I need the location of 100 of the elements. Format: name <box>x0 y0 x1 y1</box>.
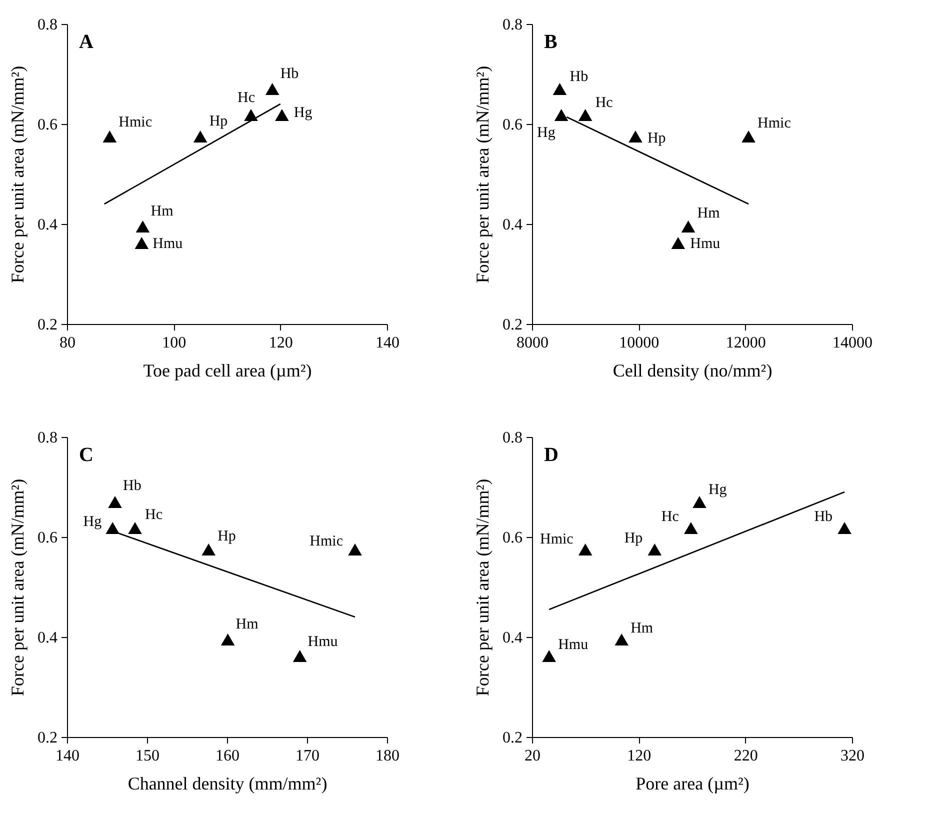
y-tick-label: 0.2 <box>502 730 522 746</box>
point <box>578 544 592 556</box>
annotation: Hg <box>536 125 556 141</box>
chart-title: C <box>79 444 94 466</box>
annotation: Hm <box>236 616 259 632</box>
x-tick-label: 140 <box>376 334 400 352</box>
annotation: Hc <box>145 507 163 523</box>
x-tick-label: 80 <box>60 334 76 352</box>
y-tick-label: 0.2 <box>502 316 522 334</box>
x-tick-label: 320 <box>840 748 864 764</box>
x-tick-label: 12000 <box>726 334 766 352</box>
point <box>554 109 568 121</box>
annotation: Hmic <box>758 116 792 132</box>
y-tick-label: 0.8 <box>38 430 58 446</box>
x-axis-title: Channel density (mm/mm²) <box>128 774 328 794</box>
y-tick-label: 0.6 <box>502 116 522 134</box>
y-axis-title: Force per unit area (mN/mm²) <box>472 66 492 284</box>
x-tick-label: 170 <box>296 748 320 764</box>
annotation: Hm <box>630 620 654 636</box>
point <box>128 522 142 534</box>
annotation: Hb <box>814 509 833 525</box>
point <box>202 544 216 556</box>
annotation: Hp <box>624 530 643 546</box>
x-axis-title: Cell density (no/mm²) <box>612 360 772 380</box>
y-tick-label: 0.6 <box>38 530 58 546</box>
annotation: Hc <box>661 509 680 525</box>
point <box>292 650 307 662</box>
annotation: Hb <box>280 66 299 82</box>
x-tick-label: 220 <box>734 748 758 764</box>
annotation: Hg <box>708 482 728 498</box>
x-tick-label: 10000 <box>619 334 660 352</box>
chart-title: D <box>544 444 558 466</box>
x-tick-label: 100 <box>162 334 186 352</box>
y-axis-title: Force per unit area (mN/mm²) <box>472 478 492 696</box>
point <box>614 634 628 646</box>
point <box>136 220 150 232</box>
annotation: Hmic <box>118 114 152 130</box>
point <box>134 237 149 249</box>
point <box>628 130 642 142</box>
point <box>742 130 756 142</box>
annotation: Hm <box>150 204 174 220</box>
x-tick-label: 20 <box>524 748 540 764</box>
annotation: Hm <box>697 206 720 222</box>
y-tick-label: 0.8 <box>502 16 522 34</box>
x-tick-label: 180 <box>376 748 400 764</box>
chart-title: A <box>79 31 94 53</box>
point <box>671 237 686 249</box>
annotation: Hp <box>218 528 236 544</box>
y-axis-title: Force per unit area (mN/mm²) <box>8 66 28 284</box>
point <box>542 650 556 662</box>
point <box>193 130 208 142</box>
annotation: Hg <box>83 514 102 530</box>
y-tick-label: 0.4 <box>38 216 58 234</box>
x-tick-label: 140 <box>56 748 80 764</box>
point <box>108 496 122 508</box>
y-tick-label: 0.6 <box>502 530 522 546</box>
annotation: Hmic <box>310 534 344 550</box>
x-axis-title: Toe pad cell area (µm²) <box>143 360 312 380</box>
annotation: Hc <box>595 95 614 111</box>
point <box>106 522 120 534</box>
annotation: Hb <box>570 69 588 85</box>
x-tick-label: 160 <box>216 748 240 764</box>
y-tick-label: 0.2 <box>38 730 58 746</box>
x-axis-title: Pore area (µm²) <box>636 774 750 794</box>
annotation: Hp <box>209 114 228 130</box>
point <box>265 83 280 95</box>
annotation: Hp <box>647 130 666 146</box>
annotation: Hmu <box>690 236 721 252</box>
annotation: Hc <box>238 90 256 106</box>
annotation: Hb <box>123 478 142 494</box>
point <box>275 109 289 121</box>
y-tick-label: 0.4 <box>38 630 58 646</box>
point <box>348 544 362 556</box>
x-tick-label: 150 <box>136 748 160 764</box>
point <box>552 83 567 95</box>
chart-title: B <box>544 31 558 53</box>
annotation: Hmu <box>152 236 184 252</box>
y-tick-label: 0.8 <box>38 16 58 34</box>
point <box>578 109 592 121</box>
y-axis-title: Force per unit area (mN/mm²) <box>8 478 28 696</box>
annotation: Hg <box>294 105 313 121</box>
y-tick-label: 0.4 <box>502 216 522 234</box>
x-tick-label: 120 <box>268 334 293 352</box>
point <box>681 220 696 232</box>
annotation: Hmu <box>558 637 589 653</box>
y-tick-label: 0.8 <box>502 430 522 446</box>
x-tick-label: 8000 <box>516 334 548 352</box>
x-tick-label: 14000 <box>832 334 872 352</box>
y-tick-label: 0.6 <box>38 116 58 134</box>
point <box>648 544 662 556</box>
point <box>102 130 117 142</box>
y-tick-label: 0.2 <box>38 316 58 334</box>
annotation: Hmic <box>540 532 574 548</box>
point <box>684 522 698 534</box>
x-tick-label: 120 <box>627 748 652 764</box>
point <box>692 496 706 508</box>
point <box>838 522 852 534</box>
y-tick-label: 0.4 <box>502 630 522 646</box>
point <box>220 634 235 646</box>
annotation: Hmu <box>308 634 338 650</box>
